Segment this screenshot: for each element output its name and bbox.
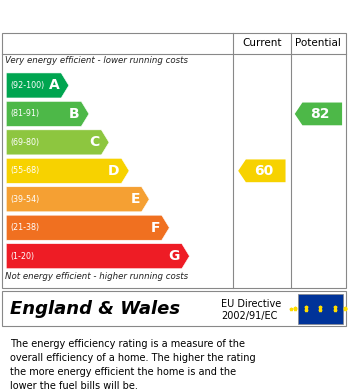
Polygon shape xyxy=(295,102,342,125)
Text: C: C xyxy=(89,135,100,149)
Text: Current: Current xyxy=(242,38,282,48)
Text: Potential: Potential xyxy=(295,38,341,48)
Text: 60: 60 xyxy=(254,164,273,178)
Polygon shape xyxy=(6,244,189,269)
Polygon shape xyxy=(238,160,285,182)
Text: (81-91): (81-91) xyxy=(10,109,40,118)
Text: EU Directive: EU Directive xyxy=(221,299,281,309)
Polygon shape xyxy=(6,187,149,212)
Text: F: F xyxy=(150,221,160,235)
Text: (69-80): (69-80) xyxy=(10,138,40,147)
Text: D: D xyxy=(108,164,120,178)
Polygon shape xyxy=(6,158,129,183)
Text: G: G xyxy=(169,249,180,263)
Text: (1-20): (1-20) xyxy=(10,252,34,261)
Polygon shape xyxy=(6,101,89,126)
Text: (39-54): (39-54) xyxy=(10,195,40,204)
Text: E: E xyxy=(130,192,140,206)
Text: England & Wales: England & Wales xyxy=(10,300,181,318)
Text: A: A xyxy=(49,79,60,92)
Text: Not energy efficient - higher running costs: Not energy efficient - higher running co… xyxy=(5,272,188,281)
Polygon shape xyxy=(6,130,109,155)
Text: Very energy efficient - lower running costs: Very energy efficient - lower running co… xyxy=(5,56,188,65)
Text: 2002/91/EC: 2002/91/EC xyxy=(221,310,277,321)
Text: (21-38): (21-38) xyxy=(10,223,40,232)
Polygon shape xyxy=(6,215,169,240)
Bar xyxy=(298,294,343,324)
Text: The energy efficiency rating is a measure of the
overall efficiency of a home. T: The energy efficiency rating is a measur… xyxy=(10,339,256,391)
Text: B: B xyxy=(69,107,80,121)
Polygon shape xyxy=(6,73,69,98)
Text: (55-68): (55-68) xyxy=(10,166,40,175)
Text: (92-100): (92-100) xyxy=(10,81,45,90)
Text: Energy Efficiency Rating: Energy Efficiency Rating xyxy=(10,9,232,23)
Text: 82: 82 xyxy=(310,107,330,121)
